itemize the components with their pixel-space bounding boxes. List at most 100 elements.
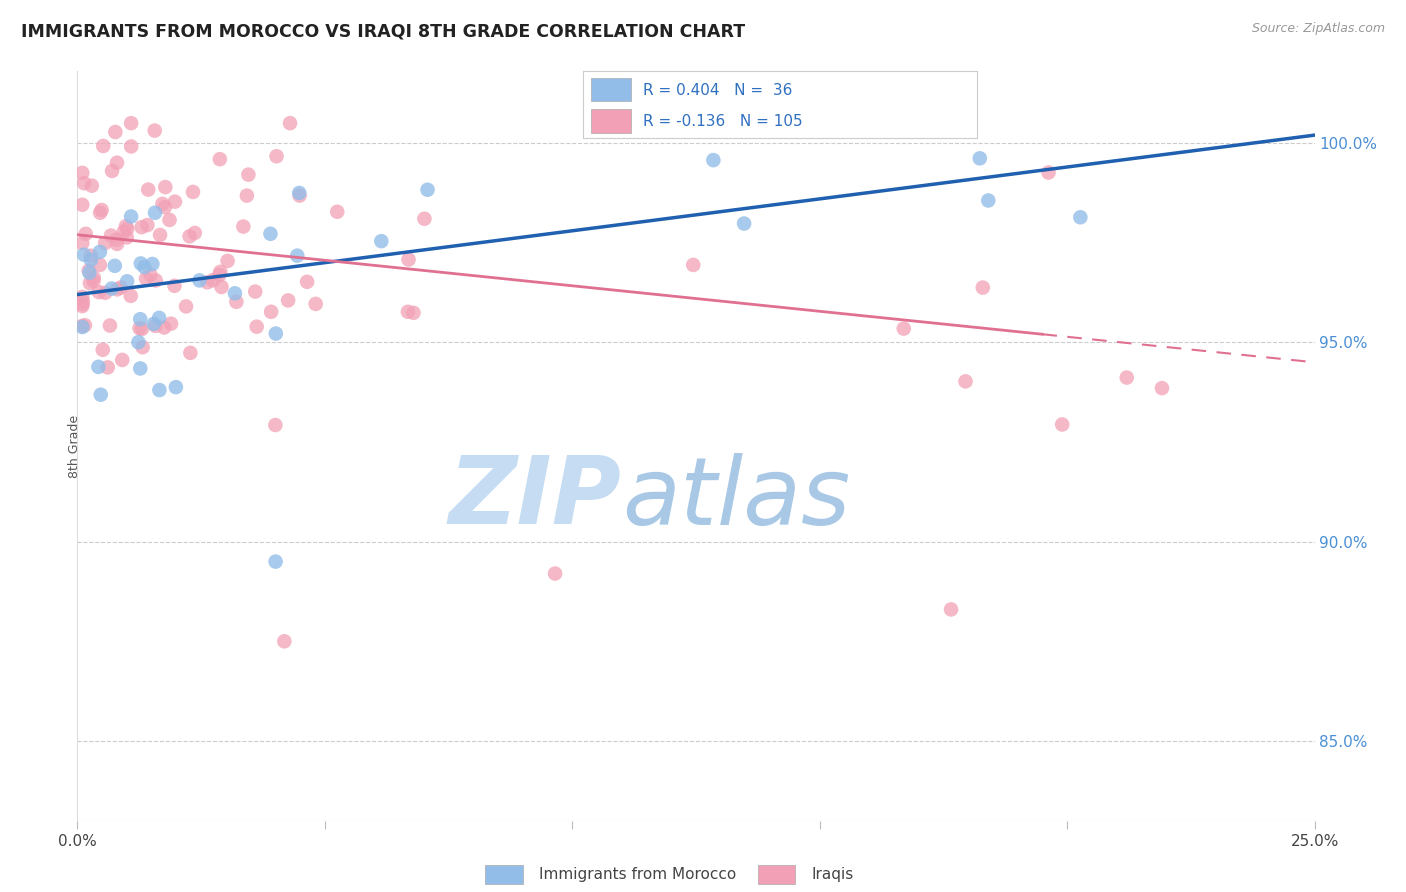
Point: [972, 280, 994, 294]
Point: [246, 319, 269, 334]
Point: [259, 227, 281, 241]
Text: IMMIGRANTS FROM MOROCCO VS IRAQI 8TH GRADE CORRELATION CHART: IMMIGRANTS FROM MOROCCO VS IRAQI 8TH GRA…: [21, 22, 745, 40]
Point: [89, 258, 111, 272]
Point: [104, 125, 127, 139]
Point: [79, 266, 101, 280]
Point: [305, 297, 328, 311]
Point: [98, 318, 121, 333]
Point: [179, 229, 201, 244]
Point: [184, 226, 207, 240]
Point: [208, 152, 231, 166]
Point: [969, 151, 991, 165]
Point: [90, 387, 112, 401]
Text: R = -0.136   N = 105: R = -0.136 N = 105: [643, 114, 803, 129]
Point: [201, 273, 224, 287]
Point: [120, 139, 142, 153]
Point: [136, 218, 159, 232]
Point: [416, 183, 439, 197]
Point: [89, 244, 111, 259]
Point: [79, 276, 101, 290]
Point: [111, 353, 134, 368]
Point: [72, 166, 94, 180]
Point: [148, 310, 170, 325]
Point: [136, 183, 159, 197]
Point: [105, 155, 128, 169]
Point: [110, 280, 132, 294]
Point: [1050, 417, 1073, 432]
Point: [72, 320, 94, 334]
Point: [120, 289, 142, 303]
Point: [955, 375, 977, 389]
Point: [266, 149, 288, 163]
Point: [209, 265, 232, 279]
Point: [83, 274, 105, 288]
Point: [139, 268, 162, 282]
Point: [129, 312, 152, 326]
Point: [153, 200, 176, 214]
Text: ZIP: ZIP: [449, 452, 621, 544]
Point: [145, 273, 167, 287]
Point: [733, 217, 755, 231]
Point: [141, 257, 163, 271]
FancyBboxPatch shape: [592, 78, 631, 102]
Point: [682, 258, 704, 272]
Text: Immigrants from Morocco: Immigrants from Morocco: [538, 867, 735, 881]
Point: [120, 116, 142, 130]
FancyBboxPatch shape: [758, 865, 796, 883]
Point: [87, 359, 110, 374]
Point: [413, 211, 436, 226]
Text: R = 0.404   N =  36: R = 0.404 N = 36: [643, 83, 792, 97]
Point: [89, 205, 111, 219]
Point: [285, 249, 308, 263]
Point: [245, 285, 267, 299]
Point: [72, 299, 94, 313]
Point: [131, 340, 153, 354]
Point: [73, 318, 96, 333]
Point: [402, 306, 425, 320]
Point: [105, 282, 128, 296]
Point: [159, 213, 181, 227]
Point: [278, 116, 301, 130]
Point: [80, 178, 103, 193]
Point: [893, 321, 915, 335]
Text: Source: ZipAtlas.com: Source: ZipAtlas.com: [1251, 22, 1385, 36]
Point: [143, 206, 166, 220]
Point: [101, 164, 124, 178]
Point: [117, 222, 139, 236]
Point: [72, 294, 94, 309]
Point: [73, 176, 96, 190]
Point: [188, 273, 211, 287]
Point: [224, 286, 246, 301]
FancyBboxPatch shape: [592, 110, 631, 133]
Point: [238, 168, 260, 182]
Point: [105, 236, 128, 251]
Point: [94, 285, 117, 300]
Point: [273, 634, 295, 648]
Point: [174, 300, 197, 314]
Point: [236, 188, 259, 202]
Point: [100, 228, 122, 243]
Point: [702, 153, 724, 167]
Point: [145, 318, 167, 333]
Point: [165, 380, 187, 394]
Point: [277, 293, 299, 308]
Point: [232, 219, 254, 234]
Point: [181, 185, 204, 199]
Point: [105, 233, 128, 247]
Point: [398, 252, 420, 267]
Point: [264, 326, 287, 341]
Point: [208, 268, 231, 282]
Point: [127, 335, 149, 350]
Point: [120, 210, 142, 224]
Point: [153, 320, 176, 334]
Point: [112, 225, 135, 239]
Point: [90, 202, 112, 217]
Point: [87, 285, 110, 299]
Point: [131, 322, 153, 336]
Point: [83, 270, 105, 285]
Point: [179, 346, 201, 360]
Point: [104, 259, 127, 273]
Point: [72, 297, 94, 311]
Point: [939, 602, 962, 616]
Point: [288, 186, 311, 200]
